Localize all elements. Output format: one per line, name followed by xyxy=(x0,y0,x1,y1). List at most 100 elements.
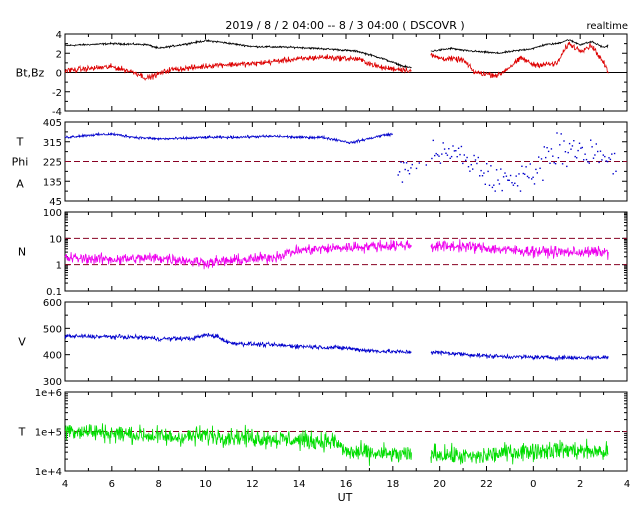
x-tick-label: 16 xyxy=(340,479,353,490)
y-axis-label: T xyxy=(16,136,24,149)
phi-point xyxy=(612,173,614,175)
phi-point xyxy=(408,173,411,175)
phi-point xyxy=(559,144,561,146)
y-tick-label: 1e+4 xyxy=(35,467,62,478)
phi-point xyxy=(459,153,461,156)
series-line-t xyxy=(64,423,412,466)
phi-point xyxy=(598,161,600,164)
phi-point xyxy=(583,159,585,161)
y-tick-label: 4 xyxy=(56,30,62,41)
phi-point xyxy=(488,184,491,186)
phi-point xyxy=(486,163,488,165)
chart-title: 2019 / 8 / 2 04:00 -- 8 / 3 04:00 ( DSCO… xyxy=(225,19,464,32)
phi-point xyxy=(515,175,517,177)
series-line-bt xyxy=(430,39,609,55)
panel-v: 300 400 500 600 V xyxy=(18,298,628,388)
series-line-phi xyxy=(64,131,394,145)
phi-point xyxy=(400,161,402,163)
phi-point xyxy=(580,147,582,149)
y-axis-label: N xyxy=(18,246,26,259)
phi-point xyxy=(512,184,515,186)
phi-point xyxy=(542,179,544,181)
series-line-t xyxy=(430,438,609,465)
phi-point xyxy=(495,169,498,171)
phi-point xyxy=(438,155,440,157)
phi-point xyxy=(498,183,501,185)
panel-phi: 45 135 225 315 405 T Phi A xyxy=(12,118,628,208)
phi-point xyxy=(452,145,454,147)
series-line-bz xyxy=(64,54,412,81)
phi-point xyxy=(566,165,568,168)
y-tick-label: 1e+5 xyxy=(35,428,62,439)
y-tick-label: 400 xyxy=(43,351,62,362)
phi-point xyxy=(545,156,547,159)
phi-point xyxy=(554,163,557,165)
phi-point xyxy=(599,150,602,152)
phi-point xyxy=(539,167,541,169)
phi-point xyxy=(578,142,581,144)
phi-point xyxy=(609,158,612,161)
phi-point xyxy=(571,145,574,147)
panel-frame xyxy=(64,211,628,292)
phi-point xyxy=(602,154,604,156)
phi-point xyxy=(604,155,606,158)
phi-point xyxy=(403,162,405,164)
phi-point xyxy=(608,157,610,159)
phi-point xyxy=(480,169,482,172)
phi-point xyxy=(536,172,538,174)
phi-point xyxy=(573,140,575,142)
phi-point xyxy=(474,159,477,161)
x-axis-label: UT xyxy=(338,491,353,504)
phi-point xyxy=(588,162,590,164)
panel-bt_bz: -4 -2 0 2 4 Bt,Bz xyxy=(16,30,628,118)
phi-point xyxy=(519,190,522,192)
phi-point xyxy=(434,154,436,157)
phi-point xyxy=(601,159,603,161)
series-line-n xyxy=(430,239,609,260)
phi-point xyxy=(470,164,472,166)
phi-point xyxy=(528,177,530,179)
phi-point xyxy=(411,163,413,166)
phi-point xyxy=(592,157,595,159)
phi-point xyxy=(441,153,443,155)
phi-point xyxy=(469,170,471,172)
series-line-bz xyxy=(430,41,609,79)
phi-point xyxy=(574,155,576,158)
phi-point xyxy=(456,156,458,158)
phi-point xyxy=(501,189,503,192)
y-tick-label: 10 xyxy=(49,234,62,245)
y-tick-label: 1 xyxy=(56,261,62,272)
phi-point xyxy=(511,182,513,184)
phi-point xyxy=(462,162,464,165)
realtime-label: realtime xyxy=(586,21,628,32)
phi-point xyxy=(587,161,589,163)
phi-point xyxy=(445,152,447,154)
phi-point xyxy=(407,169,409,172)
phi-point xyxy=(613,152,616,155)
phi-point xyxy=(538,156,540,158)
phi-point xyxy=(615,170,617,172)
y-tick-label: -2 xyxy=(52,88,62,99)
phi-point xyxy=(516,185,519,187)
phi-point xyxy=(432,139,434,142)
phi-point xyxy=(532,176,534,178)
y-axis-label: V xyxy=(18,336,26,349)
y-tick-label: 315 xyxy=(43,138,62,149)
y-tick-label: 500 xyxy=(43,324,62,335)
phi-point xyxy=(597,150,599,153)
phi-point xyxy=(481,175,484,177)
phi-point xyxy=(561,163,564,165)
phi-point xyxy=(547,150,550,153)
phi-point xyxy=(553,162,555,164)
x-tick-label: 6 xyxy=(109,479,115,490)
x-tick-label: 8 xyxy=(155,479,161,490)
y-tick-label: 600 xyxy=(43,298,62,309)
panel-t: 1e+4 1e+5 1e+6 T xyxy=(18,388,628,478)
phi-point xyxy=(487,170,489,173)
phi-point xyxy=(543,146,545,148)
phi-point xyxy=(450,155,453,158)
phi-point xyxy=(455,150,457,152)
phi-point xyxy=(581,146,583,149)
phi-point xyxy=(563,140,565,142)
phi-point xyxy=(611,153,613,155)
